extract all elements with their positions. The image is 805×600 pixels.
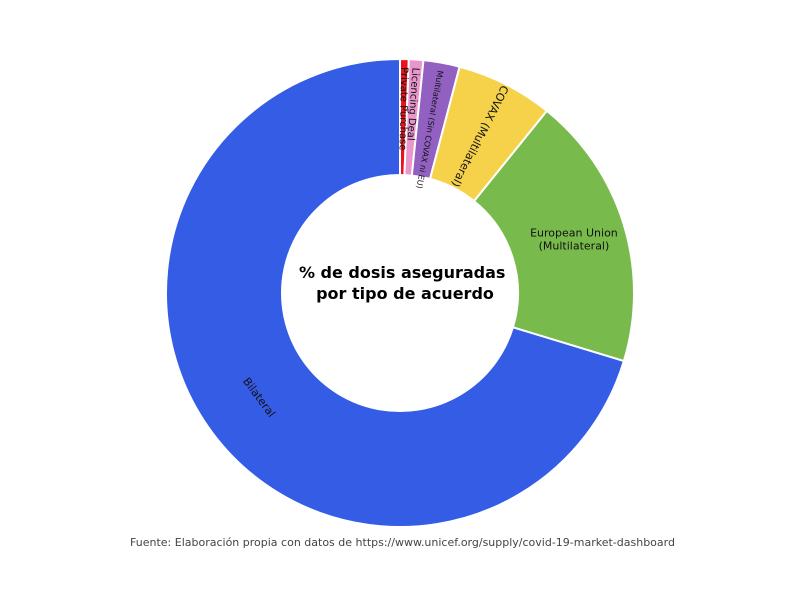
chart-title-line-1: % de dosis aseguradas <box>299 263 506 282</box>
donut-slices <box>165 57 635 528</box>
slice-european-union-multilateral <box>472 109 635 363</box>
slice-bilateral <box>165 57 626 528</box>
chart-title-line-2: por tipo de acuerdo <box>316 284 494 303</box>
slice-label-european-union-multilateral: European Union (Multilateral) <box>530 226 618 252</box>
source-note: Fuente: Elaboración propia con datos de … <box>130 536 675 549</box>
chart-title: % de dosis aseguradas por tipo de acuerd… <box>299 263 511 303</box>
slice-label-private-purchase: Private Purchase <box>397 67 410 151</box>
slice-label-licencing-deal: Licencing Deal <box>405 67 421 141</box>
